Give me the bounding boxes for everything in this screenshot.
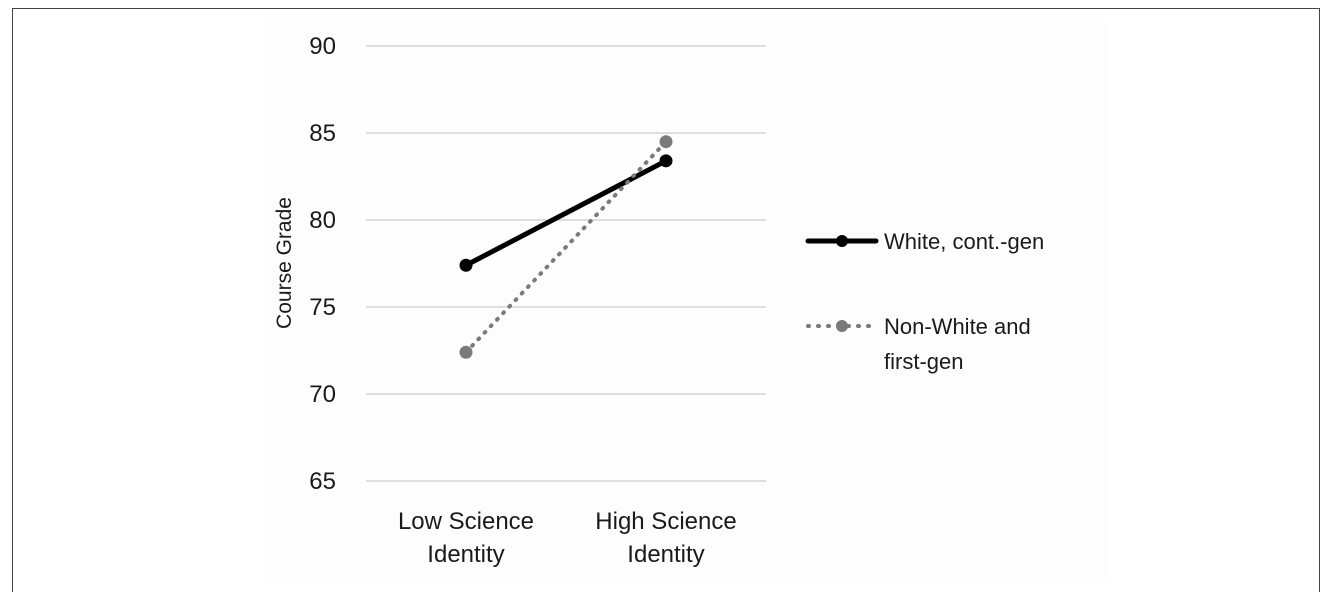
legend-swatch-marker: [836, 320, 848, 332]
legend-label: Non-White and: [884, 314, 1031, 339]
legend-label: White, cont.-gen: [884, 229, 1044, 254]
series-non-white-first-gen: [459, 135, 673, 359]
y-axis-label: Course Grade: [273, 197, 296, 329]
legend: White, cont.-gen Non-White and first-gen: [805, 229, 1044, 374]
figure-frame: [12, 8, 1320, 592]
y-tick-label: 85: [309, 120, 336, 147]
data-point: [459, 258, 473, 272]
legend-swatch-marker: [836, 235, 848, 247]
y-tick-label: 80: [309, 207, 336, 234]
y-tick-label: 65: [309, 468, 336, 495]
data-point: [659, 154, 673, 168]
y-tick-label: 90: [309, 33, 336, 60]
x-category-label: High Science Identity: [595, 508, 736, 568]
series-line: [464, 139, 668, 355]
data-point: [659, 135, 673, 149]
y-tick-label: 70: [309, 381, 336, 408]
y-axis-tick-labels: 90 85 80 75 70 65: [309, 33, 336, 495]
y-tick-label: 75: [309, 294, 336, 321]
x-category-label-line: High Science: [595, 508, 736, 535]
x-axis-category-labels: Low Science Identity High Science Identity: [398, 508, 737, 568]
gridlines: [366, 45, 766, 482]
data-point: [459, 345, 473, 359]
x-category-label-line: Low Science: [398, 508, 534, 535]
series-line: [463, 158, 669, 268]
chart-background: [264, 22, 1108, 582]
x-category-label: Low Science Identity: [398, 508, 534, 568]
series-white-cont-gen: [459, 154, 673, 272]
legend-item: White, cont.-gen: [805, 229, 1044, 254]
x-category-label-line: Identity: [627, 541, 704, 568]
legend-item: Non-White and first-gen: [806, 314, 1031, 374]
series-lines: [459, 135, 673, 359]
legend-label: first-gen: [884, 349, 963, 374]
x-category-label-line: Identity: [427, 541, 504, 568]
